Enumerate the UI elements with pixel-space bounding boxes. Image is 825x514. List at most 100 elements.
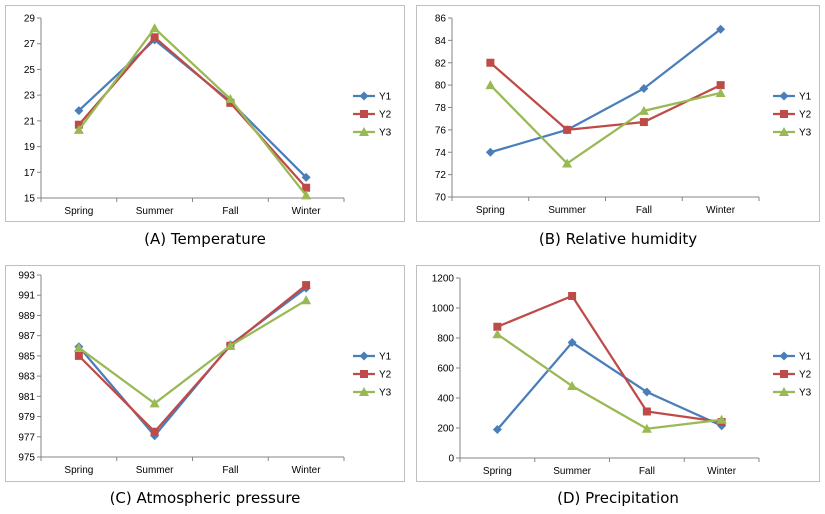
y-tick-label: 84 — [435, 36, 447, 47]
data-point — [492, 425, 502, 434]
series-y1 — [74, 283, 311, 441]
chart-panel-relative-humidity: 70 72 74 76 78 80 82 84 86 Spring Summer Fall Winter… — [416, 5, 820, 222]
x-tick-label: Summer — [136, 206, 174, 217]
legend-swatch-marker — [779, 387, 789, 396]
legend: Y1 Y2 Y3 — [353, 351, 392, 399]
legend-label: Y2 — [379, 110, 392, 121]
caption-precipitation: (D) Precipitation — [557, 489, 679, 507]
legend-item: Y2 — [353, 370, 392, 381]
y-tick-label: 17 — [24, 168, 36, 179]
series-y2 — [74, 281, 311, 436]
legend-label: Y1 — [799, 352, 812, 363]
y-tick-label: 600 — [437, 364, 454, 375]
y-tick-label: 86 — [435, 14, 447, 25]
legend-swatch-marker — [359, 387, 369, 396]
y-tick-label: 27 — [24, 39, 36, 50]
legend-label: Y1 — [799, 92, 812, 103]
legend-label: Y3 — [379, 128, 392, 139]
series-line — [78, 299, 307, 405]
series-line — [77, 26, 308, 197]
legend-item: Y1 — [353, 351, 392, 363]
chart-precipitation: 0 200 400 600 800 1000 1200 Spring Summer Fall Win… — [432, 274, 812, 478]
data-point — [715, 87, 726, 97]
data-point — [73, 342, 84, 352]
y-tick-label: 76 — [435, 125, 447, 136]
data-point — [225, 94, 236, 103]
y-tick-label: 985 — [18, 351, 35, 362]
data-point — [562, 158, 573, 168]
legend-label: Y1 — [379, 92, 392, 103]
y-tick-label: 29 — [24, 14, 36, 25]
x-tick-label: Summer — [553, 466, 591, 477]
data-point — [642, 387, 652, 397]
legend-label: Y2 — [799, 370, 812, 381]
data-point — [150, 427, 159, 436]
data-point — [149, 398, 160, 408]
legend-swatch-marker — [359, 127, 369, 136]
y-tick-label: 400 — [437, 394, 454, 405]
axes: 0 200 400 600 800 1000 1200 Spring Summer Fall Win… — [432, 274, 760, 477]
y-tick-label: 0 — [448, 454, 454, 465]
chart-panel-atmospheric-pressure: 975 977 979 981 983 985 987 989 991 993 Spring Summ… — [5, 265, 405, 482]
legend-item: Y3 — [773, 127, 812, 139]
legend-swatch-marker — [779, 91, 789, 101]
series-y3 — [73, 295, 312, 408]
x-tick-label: Spring — [483, 466, 512, 477]
caption-atmospheric-pressure: (C) Atmospheric pressure — [109, 489, 301, 507]
legend-swatch-marker — [780, 110, 788, 118]
y-tick-label: 74 — [435, 148, 447, 159]
data-point — [302, 281, 311, 290]
legend: Y1 Y2 Y3 — [773, 91, 812, 139]
data-point — [74, 106, 84, 116]
series-line — [496, 294, 722, 424]
series-line — [78, 38, 307, 179]
data-point — [74, 351, 83, 360]
data-point — [493, 322, 502, 331]
data-point — [486, 58, 495, 67]
series-line — [496, 333, 722, 430]
data-point — [716, 81, 725, 90]
x-tick-label: Summer — [548, 205, 586, 216]
y-tick-label: 82 — [435, 58, 447, 69]
chart-panel-precipitation: 0 200 400 600 800 1000 1200 Spring Summer Fall Win… — [416, 265, 820, 482]
y-tick-label: 70 — [435, 193, 447, 204]
data-point — [567, 338, 577, 347]
caption-temperature: (A) Temperature — [144, 230, 266, 248]
data-point — [567, 381, 578, 390]
y-tick-label: 981 — [18, 392, 35, 403]
series-line — [489, 61, 722, 132]
series-line — [78, 287, 307, 438]
x-tick-label: Winter — [292, 206, 322, 217]
series-y3 — [73, 23, 312, 200]
data-point — [74, 120, 83, 129]
series-line — [78, 35, 307, 189]
data-point — [563, 125, 572, 134]
legend-item: Y1 — [773, 91, 812, 103]
x-tick-label: Spring — [64, 206, 93, 217]
y-tick-label: 983 — [18, 372, 35, 383]
y-tick-label: 1000 — [432, 304, 455, 315]
x-tick-label: Fall — [222, 206, 238, 217]
data-point — [638, 105, 649, 115]
y-tick-label: 23 — [24, 91, 36, 102]
legend-item: Y3 — [353, 387, 392, 399]
x-tick-label: Spring — [64, 465, 93, 476]
legend-item: Y3 — [773, 387, 812, 399]
legend-label: Y3 — [379, 388, 392, 399]
x-tick-label: Fall — [639, 466, 655, 477]
data-point — [225, 340, 236, 350]
data-point — [150, 33, 159, 42]
axes: 15 17 19 21 23 25 27 29 Spring Summer Fall Winter — [24, 14, 345, 217]
legend-label: Y2 — [799, 110, 812, 121]
y-tick-label: 72 — [435, 170, 447, 181]
legend: Y1 Y2 Y3 — [353, 91, 392, 139]
x-tick-label: Fall — [636, 205, 652, 216]
x-tick-label: Summer — [136, 465, 174, 476]
legend-swatch-marker — [359, 91, 369, 101]
y-tick-label: 993 — [18, 271, 35, 282]
data-point — [639, 118, 648, 127]
legend-item: Y1 — [773, 351, 812, 363]
x-tick-label: Winter — [706, 205, 736, 216]
x-tick-label: Winter — [292, 465, 322, 476]
y-tick-label: 21 — [24, 116, 36, 127]
